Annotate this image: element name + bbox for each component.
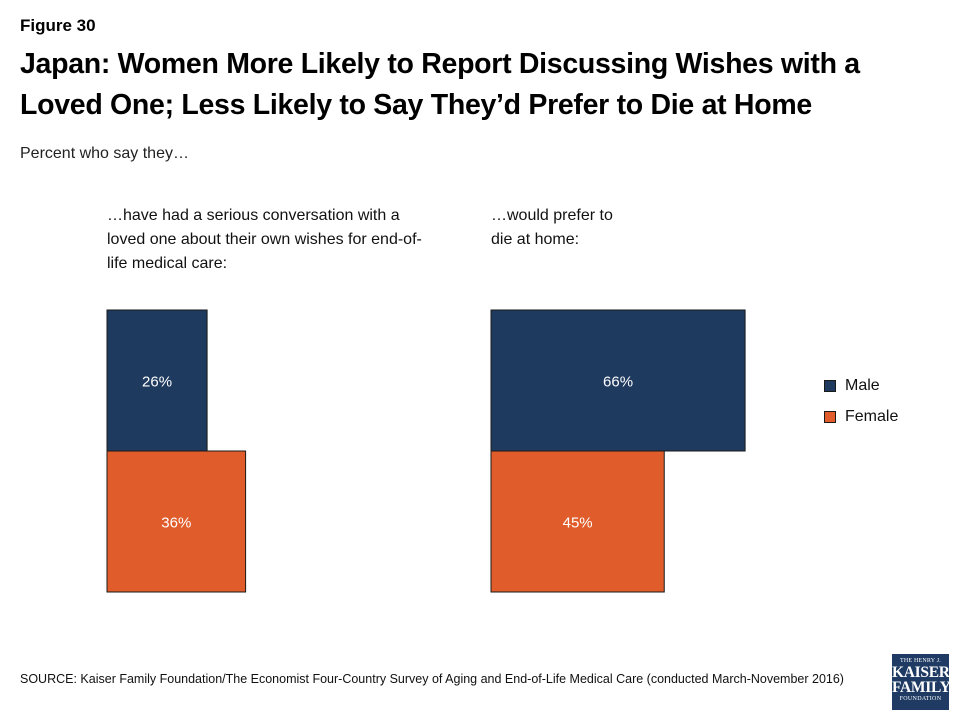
panel-label-conversation: …have had a serious conversation with a … — [107, 207, 422, 272]
legend-swatch-female — [824, 411, 836, 423]
data-label-panel2-female: 45% — [563, 515, 593, 532]
figure-label: Figure 30 — [20, 16, 96, 35]
source-note: SOURCE: Kaiser Family Foundation/The Eco… — [20, 672, 844, 686]
legend-item-female: Female — [824, 406, 898, 428]
kff-logo: THE HENRY J. KAISER FAMILY FOUNDATION — [892, 654, 951, 710]
legend-label-female: Female — [845, 408, 899, 425]
panel-label-die-at-home: …would prefer to die at home: — [491, 207, 613, 248]
data-label-panel2-male: 66% — [603, 374, 633, 391]
legend: Male Female — [824, 375, 898, 437]
chart-title: Japan: Women More Likely to Report Discu… — [20, 48, 860, 121]
data-label-panel1-male: 26% — [142, 374, 172, 391]
legend-label-male: Male — [845, 377, 880, 394]
logo-line1: KAISER — [892, 664, 950, 681]
logo-line2: FAMILY — [892, 679, 951, 696]
legend-item-male: Male — [824, 375, 898, 397]
logo-top-text: THE HENRY J. — [899, 658, 941, 664]
bar-panel1-female — [106, 450, 247, 593]
chart-subtitle: Percent who say they… — [20, 145, 189, 162]
bar-panel2-female — [490, 450, 665, 593]
legend-swatch-male — [824, 380, 836, 392]
logo-bottom-text: FOUNDATION — [899, 696, 942, 702]
data-label-panel1-female: 36% — [161, 515, 191, 532]
